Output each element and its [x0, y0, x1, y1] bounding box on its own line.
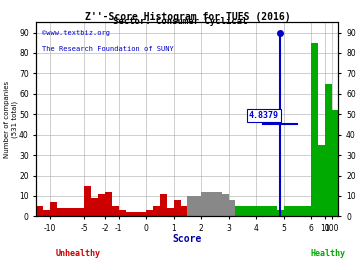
Bar [270, 206, 277, 217]
Bar [318, 145, 325, 217]
Bar [222, 194, 229, 217]
Bar [235, 206, 242, 217]
X-axis label: Score: Score [173, 234, 202, 244]
Bar [249, 206, 256, 217]
Bar [229, 200, 235, 217]
Bar [119, 210, 126, 217]
Title: Z''-Score Histogram for TUES (2016): Z''-Score Histogram for TUES (2016) [85, 12, 290, 22]
Bar [174, 200, 181, 217]
Bar [146, 210, 153, 217]
Bar [160, 194, 167, 217]
Bar [167, 208, 174, 217]
Bar [105, 192, 112, 217]
Text: ©www.textbiz.org: ©www.textbiz.org [42, 30, 111, 36]
Bar [91, 198, 98, 217]
Text: Healthy: Healthy [311, 249, 346, 258]
Bar [36, 206, 43, 217]
Bar [112, 206, 119, 217]
Bar [153, 206, 160, 217]
Bar [98, 194, 105, 217]
Text: Sector: Consumer Cyclical: Sector: Consumer Cyclical [113, 17, 247, 26]
Bar [57, 208, 64, 217]
Bar [201, 192, 208, 217]
Bar [64, 208, 71, 217]
Bar [304, 206, 311, 217]
Bar [71, 208, 78, 217]
Bar [256, 206, 263, 217]
Bar [297, 206, 304, 217]
Text: Unhealthy: Unhealthy [55, 249, 100, 258]
Bar [132, 212, 139, 217]
Bar [325, 84, 332, 217]
Bar [126, 212, 132, 217]
Bar [332, 110, 338, 217]
Text: The Research Foundation of SUNY: The Research Foundation of SUNY [42, 46, 174, 52]
Bar [194, 196, 201, 217]
Bar [311, 43, 318, 217]
Y-axis label: Number of companies
(531 total): Number of companies (531 total) [4, 81, 18, 158]
Bar [78, 208, 85, 217]
Bar [208, 192, 215, 217]
Bar [263, 206, 270, 217]
Bar [242, 206, 249, 217]
Bar [215, 192, 222, 217]
Bar [188, 196, 194, 217]
Text: 4.8379: 4.8379 [249, 112, 279, 120]
Bar [43, 210, 50, 217]
Bar [50, 202, 57, 217]
Bar [181, 206, 188, 217]
Bar [277, 210, 284, 217]
Bar [139, 212, 146, 217]
Bar [291, 206, 297, 217]
Bar [284, 206, 291, 217]
Bar [85, 186, 91, 217]
